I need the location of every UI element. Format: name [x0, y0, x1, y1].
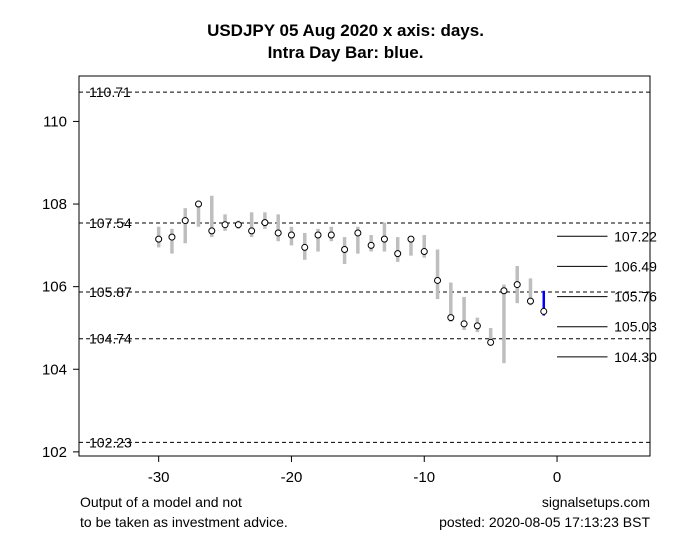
daily-close-marker	[287, 231, 295, 239]
intraday-close-marker	[540, 307, 548, 315]
daily-close-marker	[314, 231, 322, 239]
daily-close-marker	[155, 235, 163, 243]
x-tick-label: -10	[413, 469, 435, 486]
y-tick-label: 110	[43, 113, 67, 130]
daily-close-marker	[447, 314, 455, 322]
daily-close-marker	[526, 297, 534, 305]
daily-close-marker	[460, 320, 468, 328]
daily-close-marker	[434, 276, 442, 284]
daily-close-marker	[380, 235, 388, 243]
disclaimer-line-1: Output of a model and not	[80, 494, 242, 510]
daily-close-marker	[341, 245, 349, 253]
daily-close-marker	[168, 233, 176, 241]
x-tick-label: 0	[553, 469, 561, 486]
reference-line-label: 105.87	[89, 284, 132, 300]
daily-close-marker	[367, 241, 375, 249]
forecast-level-label: 105.76	[614, 289, 657, 305]
chart-title: USDJPY 05 Aug 2020 x axis: days.	[207, 21, 484, 40]
daily-close-marker	[407, 235, 415, 243]
chart-subtitle: Intra Day Bar: blue.	[267, 43, 424, 62]
daily-close-marker	[487, 338, 495, 346]
y-tick-label: 106	[42, 279, 67, 296]
daily-close-marker	[208, 227, 216, 235]
daily-close-marker	[500, 287, 508, 295]
daily-close-marker	[513, 281, 521, 289]
y-tick-label: 104	[42, 361, 67, 378]
x-tick-label: -30	[148, 469, 170, 486]
forecast-level-label: 105.03	[614, 319, 657, 335]
daily-close-marker	[234, 221, 242, 229]
daily-close-marker	[261, 219, 269, 227]
daily-close-marker	[420, 248, 428, 256]
daily-close-marker	[327, 231, 335, 239]
y-tick-label: 102	[42, 444, 67, 461]
posted-timestamp: posted: 2020-08-05 17:13:23 BST	[439, 514, 650, 530]
disclaimer-line-2: to be taken as investment advice.	[80, 514, 288, 530]
x-tick-label: -20	[281, 469, 303, 486]
daily-close-marker	[274, 229, 282, 237]
daily-close-marker	[181, 217, 189, 225]
daily-close-marker	[473, 322, 481, 330]
reference-line-label: 102.23	[89, 434, 132, 450]
forecast-level-label: 106.49	[614, 258, 657, 274]
reference-line-label: 110.71	[89, 84, 131, 100]
forecast-level-label: 107.22	[614, 228, 657, 244]
reference-line-label: 104.74	[89, 331, 132, 347]
site-name: signalsetups.com	[541, 494, 650, 510]
daily-close-marker	[221, 221, 229, 229]
daily-close-marker	[354, 229, 362, 237]
daily-close-marker	[195, 200, 203, 208]
daily-close-marker	[301, 243, 309, 251]
forecast-level-label: 104.30	[614, 349, 657, 365]
plot-frame	[78, 75, 651, 457]
y-tick-label: 108	[42, 196, 67, 213]
daily-close-marker	[248, 227, 256, 235]
daily-close-marker	[394, 250, 402, 258]
reference-line-label: 107.54	[89, 215, 132, 231]
